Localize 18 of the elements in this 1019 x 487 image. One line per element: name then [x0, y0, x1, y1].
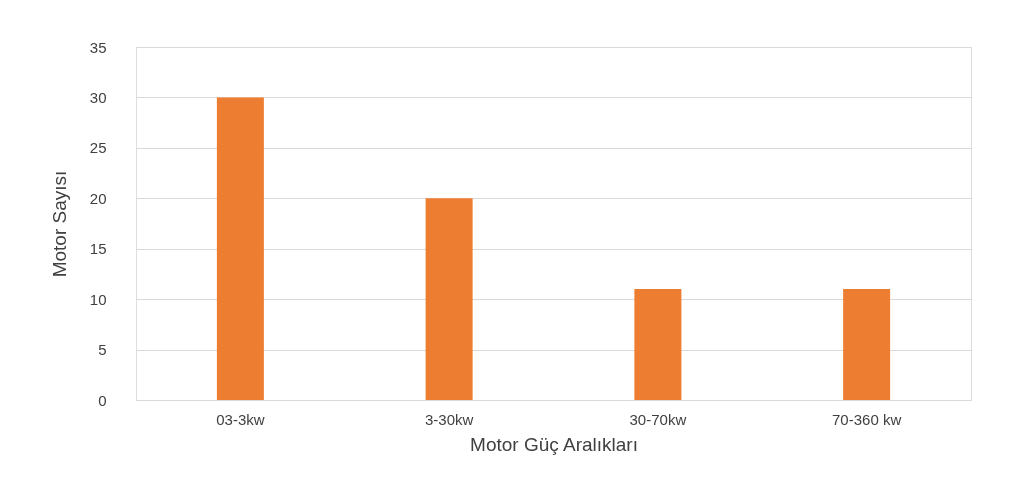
bar — [216, 97, 264, 400]
bar — [634, 289, 682, 400]
y-tick-label: 30 — [89, 88, 107, 106]
bar — [425, 198, 473, 400]
y-tick-label: 35 — [89, 38, 107, 56]
y-tick-label: 0 — [98, 391, 107, 409]
y-tick-label: 10 — [89, 290, 107, 308]
x-tick-label: 3-30kw — [424, 410, 474, 428]
y-tick-label: 25 — [89, 139, 107, 157]
y-tick-label: 5 — [98, 341, 107, 359]
bar — [843, 289, 891, 400]
x-tick-label: 30-70kw — [629, 410, 687, 428]
x-tick-label: 70-360 kw — [832, 410, 902, 428]
y-tick-label: 20 — [89, 189, 107, 207]
x-tick-label: 03-3kw — [216, 410, 265, 428]
y-tick-label: 15 — [89, 240, 107, 258]
x-axis-title: Motor Güç Aralıkları — [470, 433, 638, 455]
y-axis-title: Motor Sayısı — [48, 170, 70, 278]
